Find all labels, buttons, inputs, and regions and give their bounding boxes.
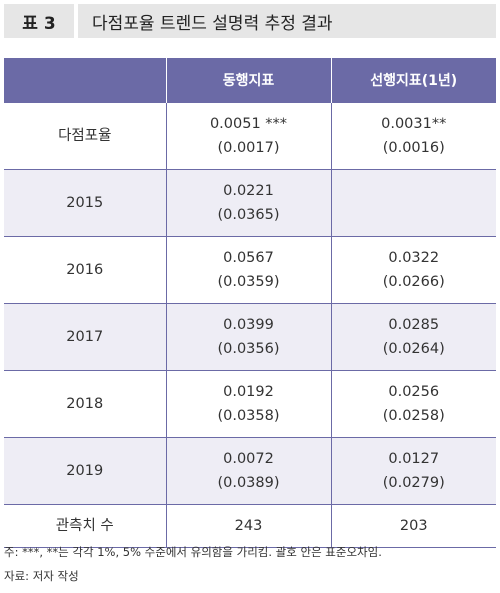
header-cell-coincident: 동행지표 — [165, 58, 331, 103]
observations-row: 관측치 수 243 203 — [4, 504, 496, 548]
row-label: 2018 — [4, 370, 166, 438]
coefficient: 0.0051 *** — [209, 116, 288, 132]
std-error: (0.0266) — [382, 274, 445, 290]
coefficient: 0.0399 — [223, 317, 274, 333]
std-error: (0.0016) — [382, 140, 445, 156]
table-row: 2016 0.0567 (0.0359) 0.0322 (0.0266) — [4, 236, 496, 304]
std-error: (0.0358) — [217, 408, 280, 424]
row-label: 2015 — [4, 169, 166, 237]
std-error: (0.0389) — [217, 475, 280, 491]
coefficient: 0.0285 — [388, 317, 440, 333]
row-label: 다점포율 — [4, 102, 166, 170]
table-number: 표 3 — [22, 13, 56, 34]
std-error: (0.0365) — [217, 207, 280, 223]
cell-leading: 0.0322 (0.0266) — [330, 236, 496, 304]
results-table: 동행지표 선행지표(1년) 다점포율 0.0051 *** (0.0017) 0.… — [4, 58, 496, 548]
cell-coincident: 0.0221 (0.0365) — [165, 169, 331, 237]
coefficient: 0.0256 — [388, 384, 440, 400]
table-title-bar: 표 3 다점포율 트렌드 설명력 추정 결과 — [4, 4, 496, 38]
table-row: 2019 0.0072 (0.0389) 0.0127 (0.0279) — [4, 437, 496, 505]
row-label: 관측치 수 — [4, 504, 166, 548]
std-error: (0.0264) — [382, 341, 445, 357]
std-error: (0.0017) — [217, 140, 280, 156]
cell-coincident: 0.0399 (0.0356) — [165, 303, 331, 371]
header-cell-leading: 선행지표(1년) — [330, 58, 496, 103]
title-separator — [74, 4, 78, 38]
cell-coincident: 0.0192 (0.0358) — [165, 370, 331, 438]
table-row: 2017 0.0399 (0.0356) 0.0285 (0.0264) — [4, 303, 496, 371]
header-cell-empty — [4, 58, 166, 103]
table-header-row: 동행지표 선행지표(1년) — [4, 58, 496, 103]
coefficient: 0.0072 — [223, 451, 274, 467]
table-row: 2015 0.0221 (0.0365) — [4, 169, 496, 237]
row-label: 2016 — [4, 236, 166, 304]
cell-leading — [330, 169, 496, 237]
cell-leading: 203 — [330, 504, 496, 548]
coefficient: 0.0322 — [388, 250, 440, 266]
std-error: (0.0356) — [217, 341, 280, 357]
table-title: 다점포율 트렌드 설명력 추정 결과 — [92, 13, 333, 34]
coefficient: 0.0127 — [388, 451, 440, 467]
coefficient: 0.0221 — [223, 183, 274, 199]
cell-leading: 0.0256 (0.0258) — [330, 370, 496, 438]
std-error: (0.0258) — [382, 408, 445, 424]
row-label: 2019 — [4, 437, 166, 505]
cell-coincident: 0.0051 *** (0.0017) — [165, 102, 331, 170]
coefficient: 0.0031** — [381, 116, 447, 132]
table-row: 다점포율 0.0051 *** (0.0017) 0.0031** (0.0016) — [4, 102, 496, 170]
row-label: 2017 — [4, 303, 166, 371]
std-error: (0.0279) — [382, 475, 445, 491]
table-row: 2018 0.0192 (0.0358) 0.0256 (0.0258) — [4, 370, 496, 438]
cell-leading: 0.0127 (0.0279) — [330, 437, 496, 505]
cell-coincident: 0.0072 (0.0389) — [165, 437, 331, 505]
coefficient: 0.0192 — [223, 384, 274, 400]
cell-leading: 0.0285 (0.0264) — [330, 303, 496, 371]
coefficient: 0.0567 — [223, 250, 274, 266]
significance-note: 주: ***, **는 각각 1%, 5% 수준에서 유의함을 가리킴. 괄호 … — [4, 545, 382, 559]
source-note: 자료: 저자 작성 — [4, 569, 79, 583]
cell-coincident: 0.0567 (0.0359) — [165, 236, 331, 304]
cell-coincident: 243 — [165, 504, 331, 548]
cell-leading: 0.0031** (0.0016) — [330, 102, 496, 170]
std-error: (0.0359) — [217, 274, 280, 290]
